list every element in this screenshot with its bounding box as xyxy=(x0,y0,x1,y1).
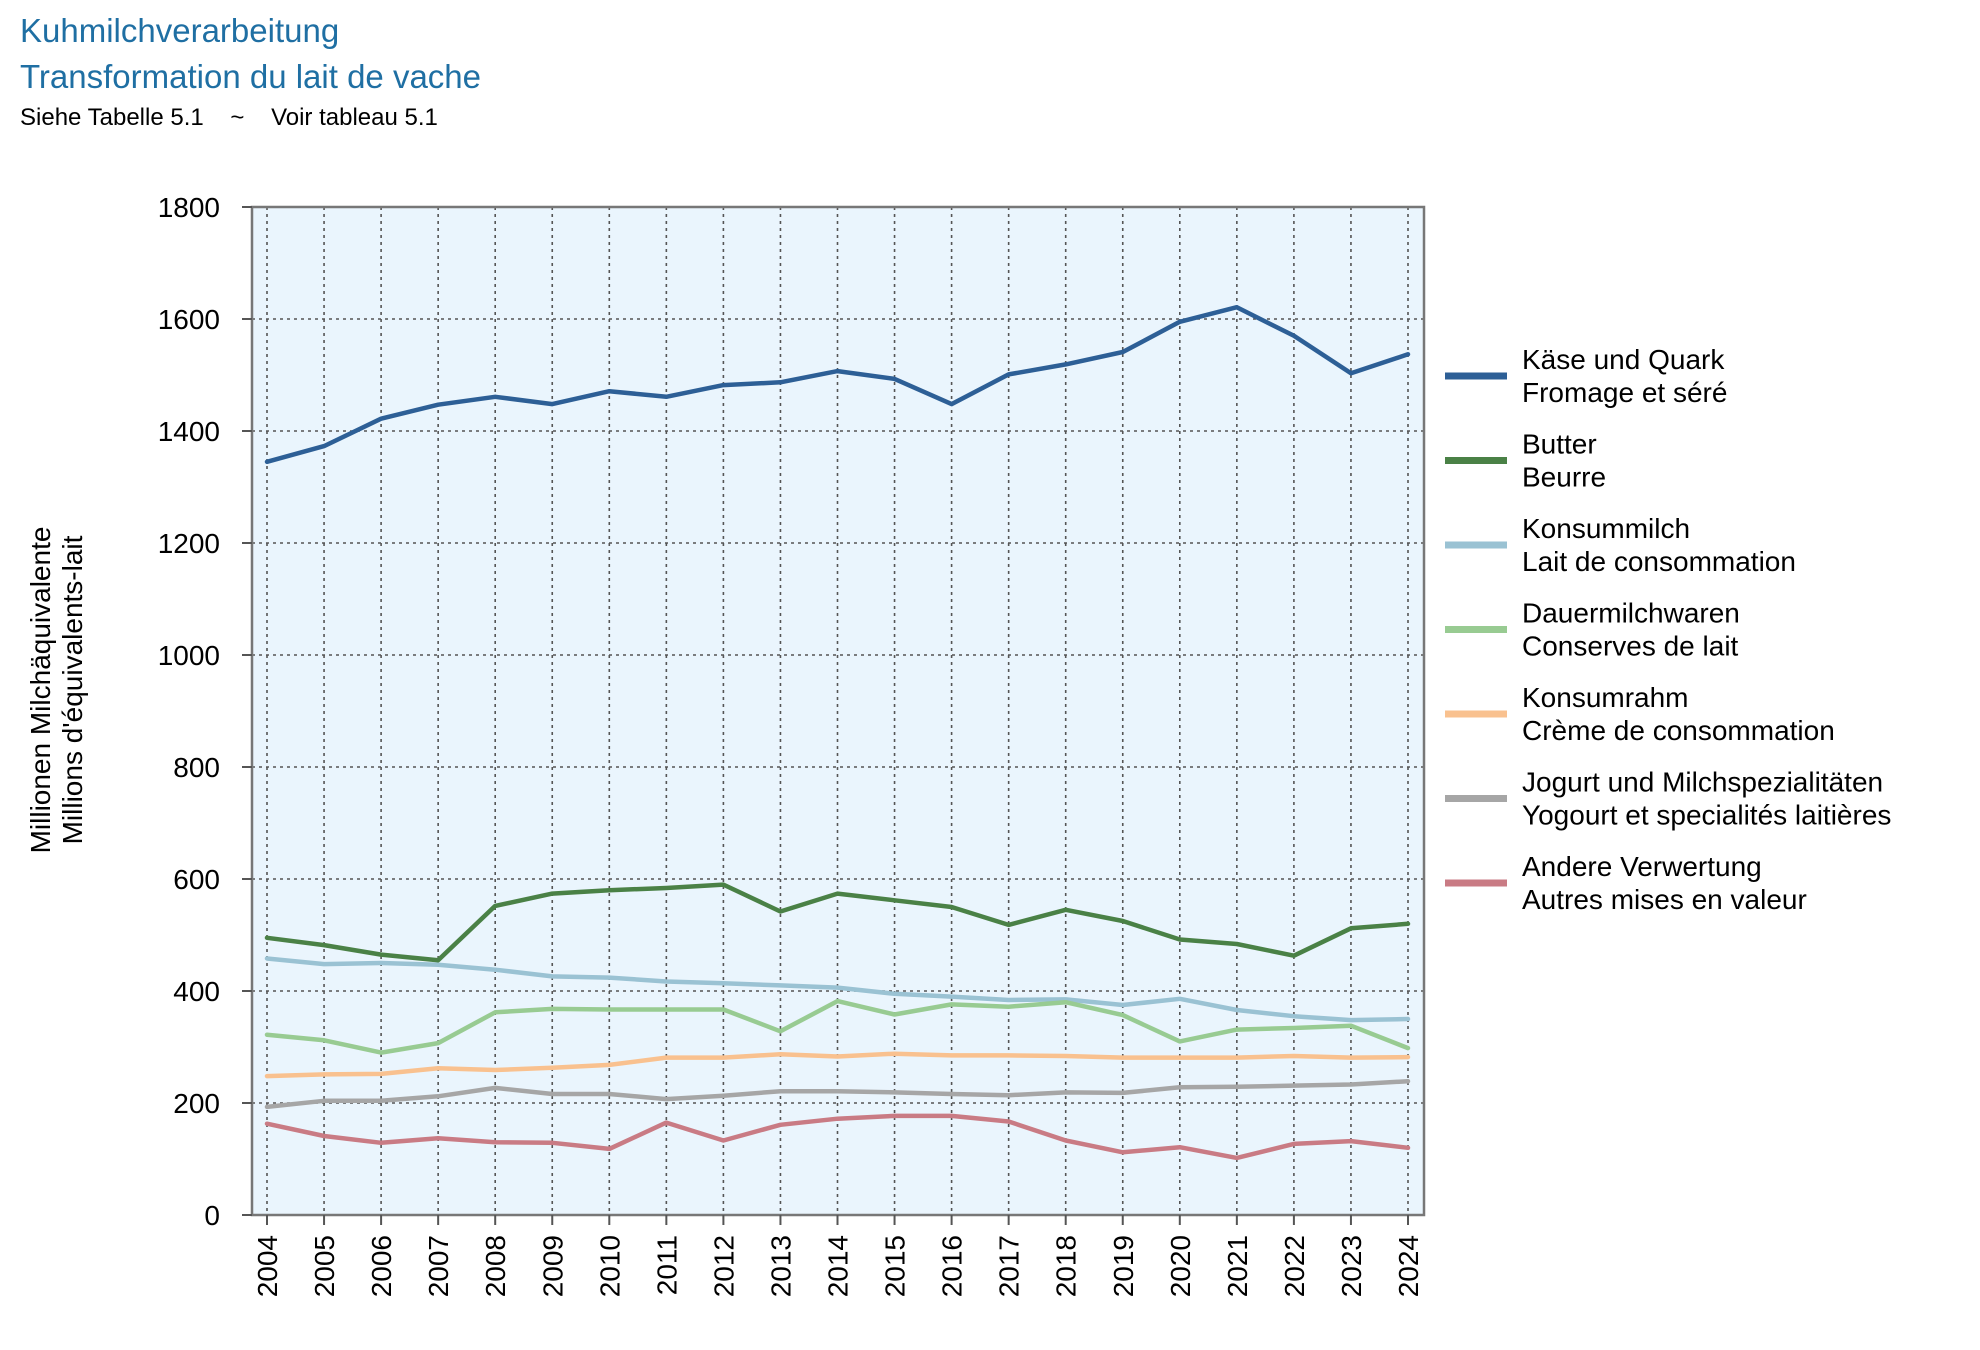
legend-label-de: Andere Verwertung xyxy=(1522,851,1762,882)
x-tick-label: 2016 xyxy=(937,1235,968,1297)
x-tick-label: 2007 xyxy=(423,1235,454,1297)
y-tick-label: 1000 xyxy=(158,640,220,671)
x-tick-label: 2023 xyxy=(1336,1235,1367,1297)
x-tick-label: 2009 xyxy=(537,1235,568,1297)
x-tick-label: 2005 xyxy=(309,1235,340,1297)
grid-lines xyxy=(252,207,1424,1215)
y-tick-label: 400 xyxy=(173,976,220,1007)
y-tick-label: 600 xyxy=(173,864,220,895)
y-axis: 0 200 400 600 800 1000 1200 1400 1600 1800 xyxy=(158,192,252,1231)
x-tick-label: 2004 xyxy=(252,1235,283,1297)
x-tick-label: 2006 xyxy=(366,1235,397,1297)
y-tick-label: 1200 xyxy=(158,528,220,559)
x-axis: 2004 2005 2006 2007 2008 2009 2010 2011 2012 2013… xyxy=(252,1215,1424,1297)
x-tick-label: 2020 xyxy=(1165,1235,1196,1297)
x-tick-label: 2011 xyxy=(651,1235,682,1295)
x-tick-label: 2015 xyxy=(880,1235,911,1297)
y-tick-label: 1800 xyxy=(158,192,220,223)
legend-label-fr: Beurre xyxy=(1522,462,1606,493)
legend-label-fr: Fromage et séré xyxy=(1522,377,1727,408)
x-tick-label: 2022 xyxy=(1279,1235,1310,1297)
x-tick-label: 2021 xyxy=(1222,1235,1253,1297)
chart-title-fr: Transformation du lait de vache xyxy=(20,58,482,95)
x-tick-label: 2024 xyxy=(1393,1235,1424,1297)
series-line-4 xyxy=(264,998,1411,1055)
series-line-1 xyxy=(264,304,1411,465)
x-tick-label: 2014 xyxy=(823,1235,854,1297)
legend-label-de: Jogurt und Milchspezialitäten xyxy=(1522,767,1883,798)
legend-label-fr: Conserves de lait xyxy=(1522,631,1739,662)
legend-label-fr: Crème de consommation xyxy=(1522,715,1835,746)
y-tick-label: 1400 xyxy=(158,416,220,447)
legend-label-fr: Lait de consommation xyxy=(1522,546,1796,577)
series-lines xyxy=(264,304,1411,1161)
legend-label-de: Butter xyxy=(1522,429,1597,460)
y-tick-label: 800 xyxy=(173,752,220,783)
series-line-2 xyxy=(264,882,1411,963)
x-tick-label: 2018 xyxy=(1051,1235,1082,1297)
x-tick-label: 2013 xyxy=(765,1235,796,1297)
x-tick-label: 2008 xyxy=(480,1235,511,1297)
y-axis-label: Millionen Milchäquivalente Millions d'éq… xyxy=(25,527,88,854)
y-axis-label-de: Millionen Milchäquivalente xyxy=(25,527,56,854)
legend-label-de: Konsummilch xyxy=(1522,513,1690,544)
legend-label-fr: Yogourt et specialités laitières xyxy=(1522,800,1891,831)
y-tick-label: 0 xyxy=(204,1200,220,1231)
series-line-3 xyxy=(264,956,1411,1023)
y-axis-label-fr: Millions d'équivalents-lait xyxy=(57,535,88,844)
y-tick-label: 1600 xyxy=(158,304,220,335)
series-line-6 xyxy=(264,1078,1411,1110)
legend-label-de: Konsumrahm xyxy=(1522,682,1689,713)
chart-title-de: Kuhmilchverarbeitung xyxy=(20,12,340,49)
x-tick-label: 2017 xyxy=(994,1235,1025,1297)
x-tick-label: 2019 xyxy=(1108,1235,1139,1297)
y-tick-label: 200 xyxy=(173,1088,220,1119)
x-tick-label: 2012 xyxy=(708,1235,739,1297)
series-line-7 xyxy=(264,1113,1411,1161)
legend-label-de: Dauermilchwaren xyxy=(1522,598,1740,629)
x-tick-label: 2010 xyxy=(594,1235,625,1297)
chart-subtitle: Siehe Tabelle 5.1 ~ Voir tableau 5.1 xyxy=(20,104,438,131)
legend-label-fr: Autres mises en valeur xyxy=(1522,884,1807,915)
series-line-5 xyxy=(264,1051,1411,1079)
legend-label-de: Käse und Quark xyxy=(1522,344,1725,375)
